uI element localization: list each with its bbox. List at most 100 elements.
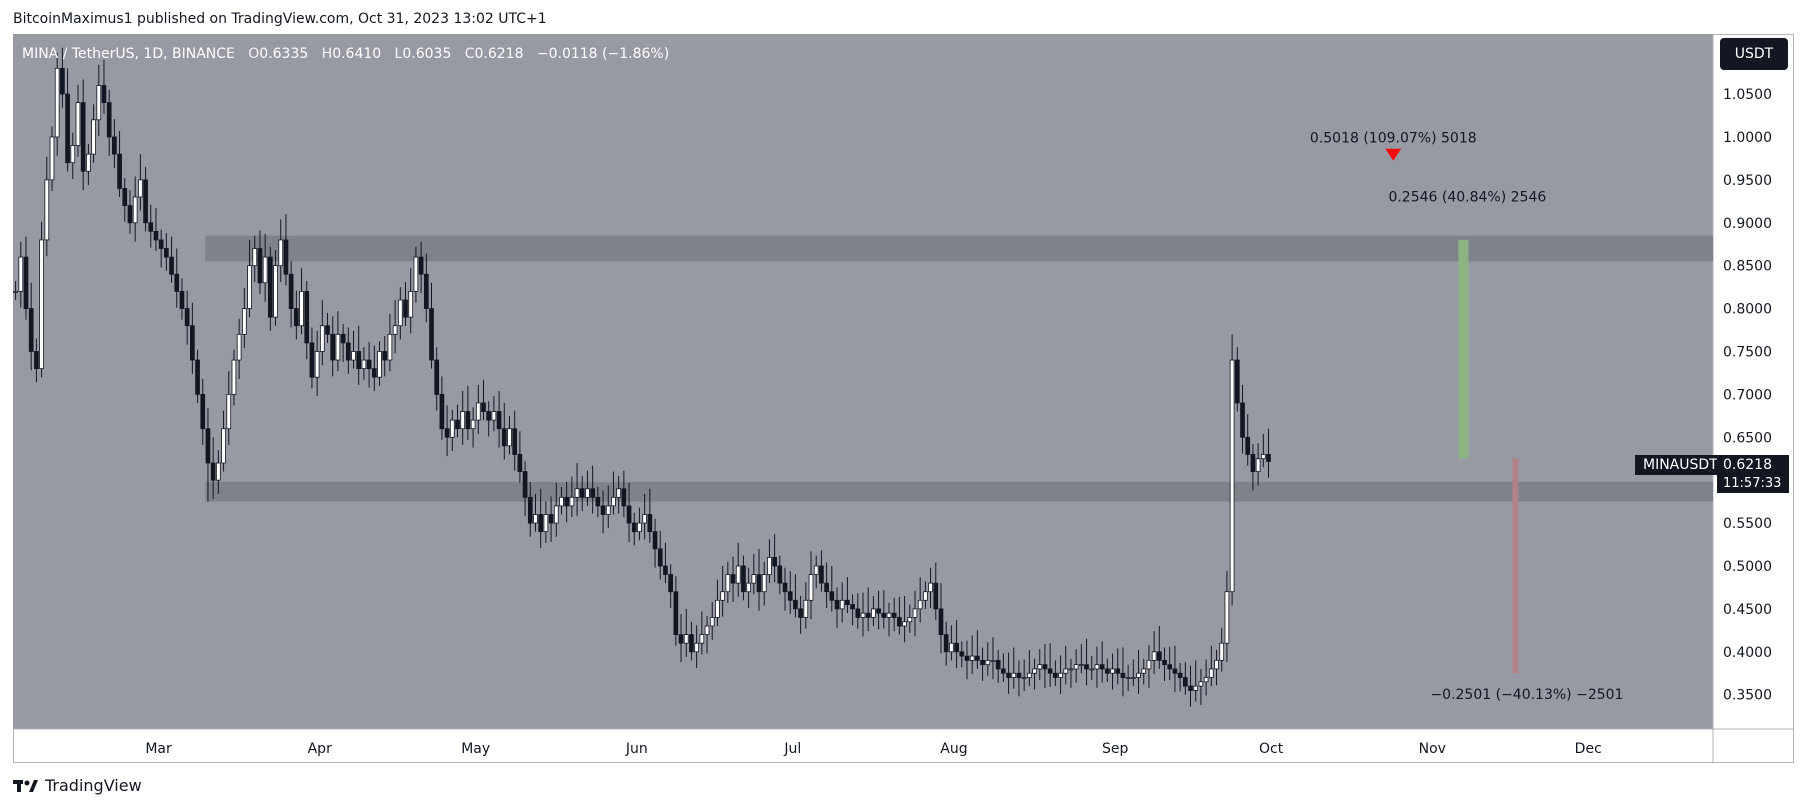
price-tick-label: 0.4500 [1723,602,1772,618]
candle-body [730,574,736,584]
candle-body [439,393,445,430]
legend-close-label: C [464,46,475,62]
price-tick-label: 1.0500 [1723,87,1772,103]
candle-body [772,556,777,567]
candle-body [793,599,798,610]
candle-body [221,428,226,464]
candle-body [340,333,346,344]
candle-body [787,591,793,601]
candle-body [91,119,96,155]
candle-body [449,419,455,438]
candle-body [200,393,206,430]
time-tick-label: Dec [1575,741,1602,757]
candle-body [231,359,237,395]
price-tick-label: 0.3500 [1723,688,1772,704]
candle-body [408,291,414,318]
chart-canvas[interactable]: 0.5018 (109.07%) 5018 0.2546 (40.84%) 254… [13,34,1794,763]
candle-body [148,222,154,232]
candle-body [501,428,507,447]
candle-body [834,599,840,610]
candle-body [985,659,991,666]
annotation-spike: 0.5018 (109.07%) 5018 [1310,131,1477,147]
candle-body [897,617,902,627]
candle-body [969,655,975,661]
candle-body [741,565,746,593]
candle-body [1208,668,1214,678]
last-price-label: 0.6218 [1717,455,1789,475]
time-tick-label: Apr [308,741,332,757]
gain-range-bar [1458,239,1469,459]
candle-body [798,608,803,618]
candle-body [28,308,34,352]
candle-body [351,351,356,361]
candle-body [179,291,185,309]
ohlc-legend: MINA / TetherUS, 1D, BINANCE O0.6335 H0.… [22,46,669,62]
price-tick-label: 0.8000 [1723,302,1772,318]
candle-body [1110,668,1115,674]
candle-body [574,488,580,498]
candle-body [236,333,242,361]
candle-body [1136,672,1141,678]
legend-open-value: 0.6335 [259,46,309,62]
candle-body [975,655,980,661]
time-tick-label: Nov [1419,741,1446,757]
candle-body [283,239,289,275]
candle-body [605,505,611,515]
candle-body [117,153,122,189]
candle-body [403,299,408,318]
candle-body [1198,681,1204,687]
time-tick-label: Jul [783,741,801,757]
price-tick-label: 0.9000 [1723,216,1772,232]
candle-body [143,179,148,224]
candle-body [205,428,211,464]
loss-range-bar [1512,458,1519,674]
candle-body [257,248,263,284]
candle-body [1001,668,1006,674]
candle-body [1016,672,1022,678]
candle-body [595,496,601,507]
candle-body [761,574,767,593]
candle-body [325,325,330,335]
candle-body [907,617,913,623]
time-tick-label: May [461,741,490,757]
candle-body [949,642,954,653]
time-tick-label: Oct [1259,741,1284,757]
candle-body [590,488,596,498]
candle-body [210,462,216,481]
candle-body [23,256,29,309]
candle-body [933,582,939,610]
candle-body [886,612,892,618]
candle-body [808,574,814,601]
price-tick-label: 0.9500 [1723,173,1772,189]
price-tick-label: 0.8500 [1723,259,1772,275]
candle-body [881,612,887,618]
candle-body [49,136,55,181]
candle-body [330,333,336,361]
candle-body [413,256,419,292]
candle-body [704,625,710,636]
candle-body [647,514,653,533]
price-tick-label: 0.5500 [1723,516,1772,532]
candle-body [777,565,783,584]
candle-body [1182,677,1188,687]
candle-body [319,325,325,352]
legend-symbol[interactable]: MINA / TetherUS, 1D, BINANCE [22,46,235,62]
candle-body [1058,672,1063,678]
legend-low-value: 0.6035 [402,46,452,62]
time-tick-label: Mar [145,741,172,757]
candle-body [75,102,81,146]
candle-body [273,265,278,318]
candle-body [247,265,252,309]
candle-body [54,67,60,138]
candle-body [486,411,492,421]
candle-body [1203,677,1209,683]
candle-body [600,505,606,515]
footer-branding: TradingView [13,776,142,795]
candle-body [434,359,440,395]
candle-body [715,599,720,618]
candle-body [912,608,918,618]
candle-body [13,291,18,293]
candle-body [86,153,91,172]
candle-body [423,273,429,309]
currency-button[interactable]: USDT [1720,38,1788,70]
